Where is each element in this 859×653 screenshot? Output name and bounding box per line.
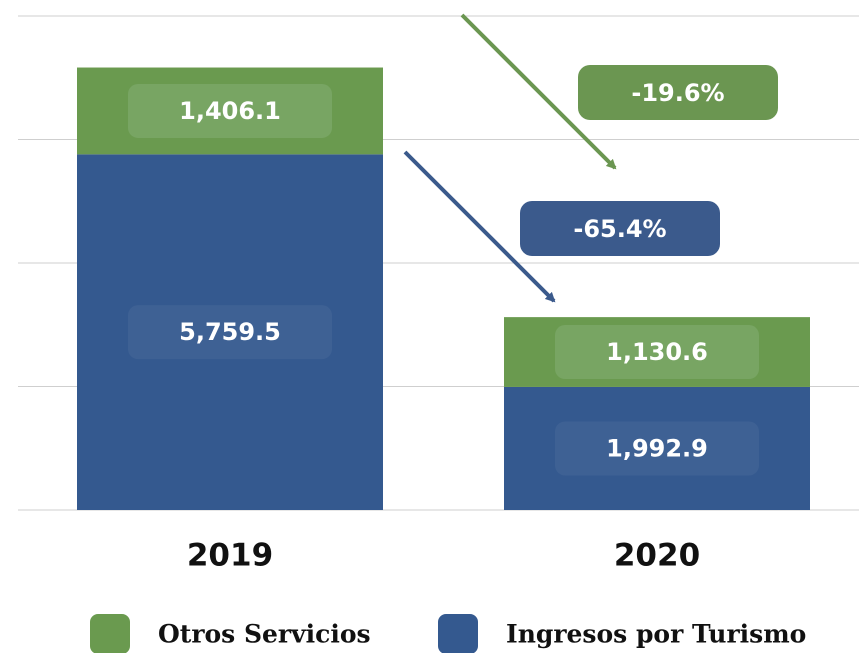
value-label: 1,406.1	[179, 97, 281, 125]
arrow	[403, 150, 556, 303]
x-tick-label: 2020	[614, 538, 700, 574]
value-label-box	[555, 325, 759, 380]
legend-swatch	[438, 614, 478, 653]
value-label: 1,992.9	[606, 434, 708, 462]
x-tick-label: 2019	[187, 538, 273, 574]
bars: 5,759.5 1,406.1 2019 1,992.9 1,130.6 2020	[77, 67, 810, 574]
annotations: -19.6% -65.4%	[520, 65, 778, 256]
legend-label: Ingresos por Turismo	[506, 620, 806, 649]
annotation-box	[520, 201, 720, 256]
legend-swatch	[90, 614, 130, 653]
annotation: -19.6%	[631, 79, 724, 107]
arrow	[460, 13, 617, 170]
legend: Otros Servicios Ingresos por Turismo	[90, 614, 806, 653]
value-label-box	[555, 421, 759, 476]
annotation: -65.4%	[573, 215, 666, 243]
value-label-box	[128, 305, 332, 360]
value-label: 1,130.6	[606, 338, 708, 366]
value-label: 5,759.5	[179, 318, 281, 346]
legend-label: Otros Servicios	[158, 620, 371, 649]
value-label-box	[128, 83, 332, 138]
annotation-box	[578, 65, 778, 120]
